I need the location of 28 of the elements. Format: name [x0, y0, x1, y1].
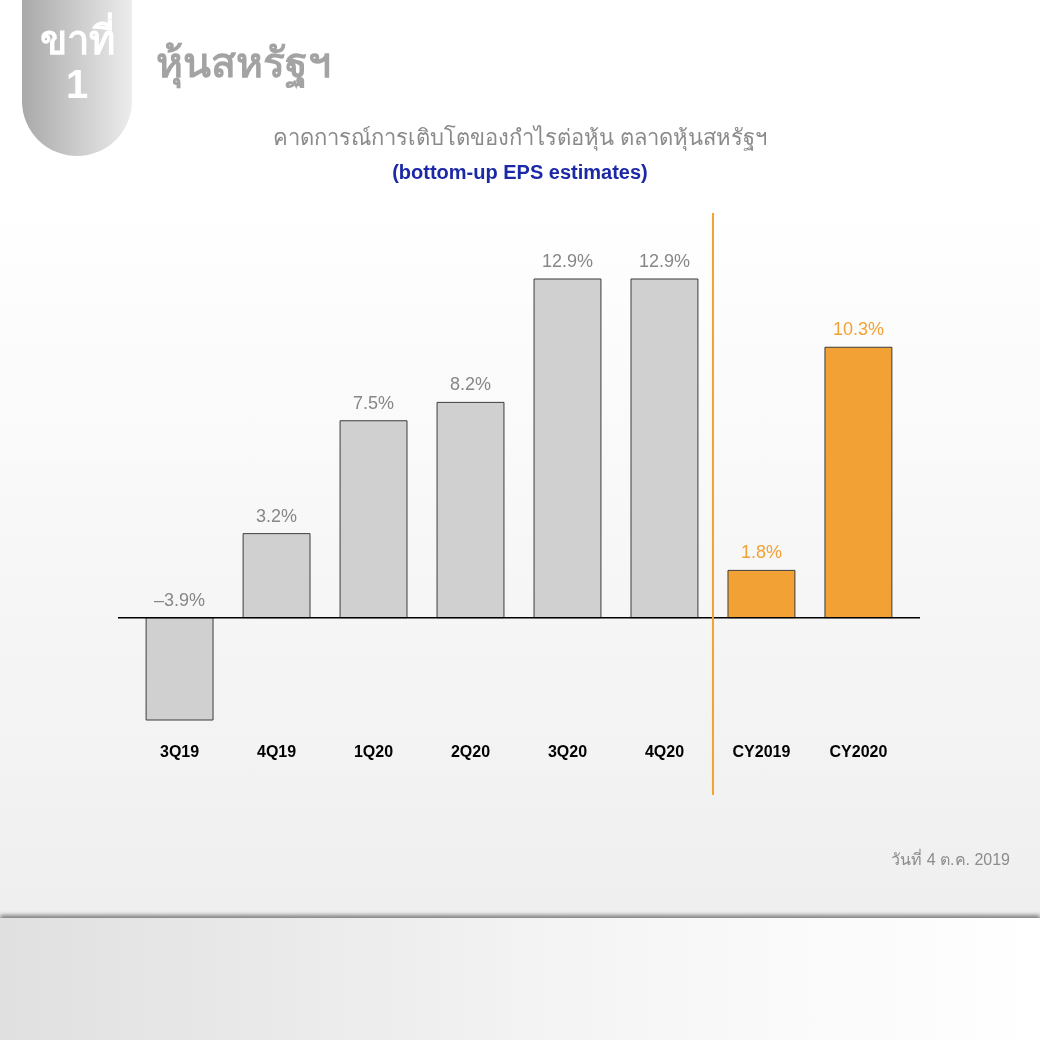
bar	[145, 617, 214, 721]
x-tick-label: 2Q20	[450, 742, 491, 760]
x-tick-label: CY2019	[732, 742, 791, 760]
data-label: –3.9%	[154, 589, 206, 610]
data-label: 12.9%	[638, 251, 690, 271]
text: วันที่ 4 ต.ค. 2019	[891, 848, 1010, 870]
bar	[436, 401, 505, 619]
chart-title: คาดการณ์การเติบโตของกำไรต่อหุ้น ตลาดหุ้นสหรัฐฯ	[271, 124, 769, 152]
data-label: 1.8%	[740, 542, 782, 563]
x-tick-label: CY2020	[829, 742, 888, 760]
bar	[824, 346, 893, 619]
data-label: 3.2%	[256, 505, 298, 526]
bar	[630, 278, 699, 619]
chart-subtitle: (bottom-up EPS estimates)	[391, 160, 649, 185]
bar	[727, 569, 796, 619]
x-tick-label: 3Q19	[160, 742, 200, 760]
bar	[533, 278, 602, 619]
x-tick-label: 4Q20	[644, 742, 685, 760]
bar	[242, 533, 311, 619]
text: หุ้นสหรัฐฯ	[156, 39, 331, 88]
x-tick-label: 1Q20	[353, 742, 394, 760]
data-label: 7.5%	[353, 392, 395, 413]
data-label: 12.9%	[541, 251, 594, 271]
data-label: 8.2%	[450, 374, 492, 395]
bar	[339, 420, 408, 619]
x-tick-label: 3Q20	[547, 742, 588, 760]
x-tick-label: 4Q19	[256, 742, 297, 760]
data-label: 10.3%	[832, 319, 884, 340]
